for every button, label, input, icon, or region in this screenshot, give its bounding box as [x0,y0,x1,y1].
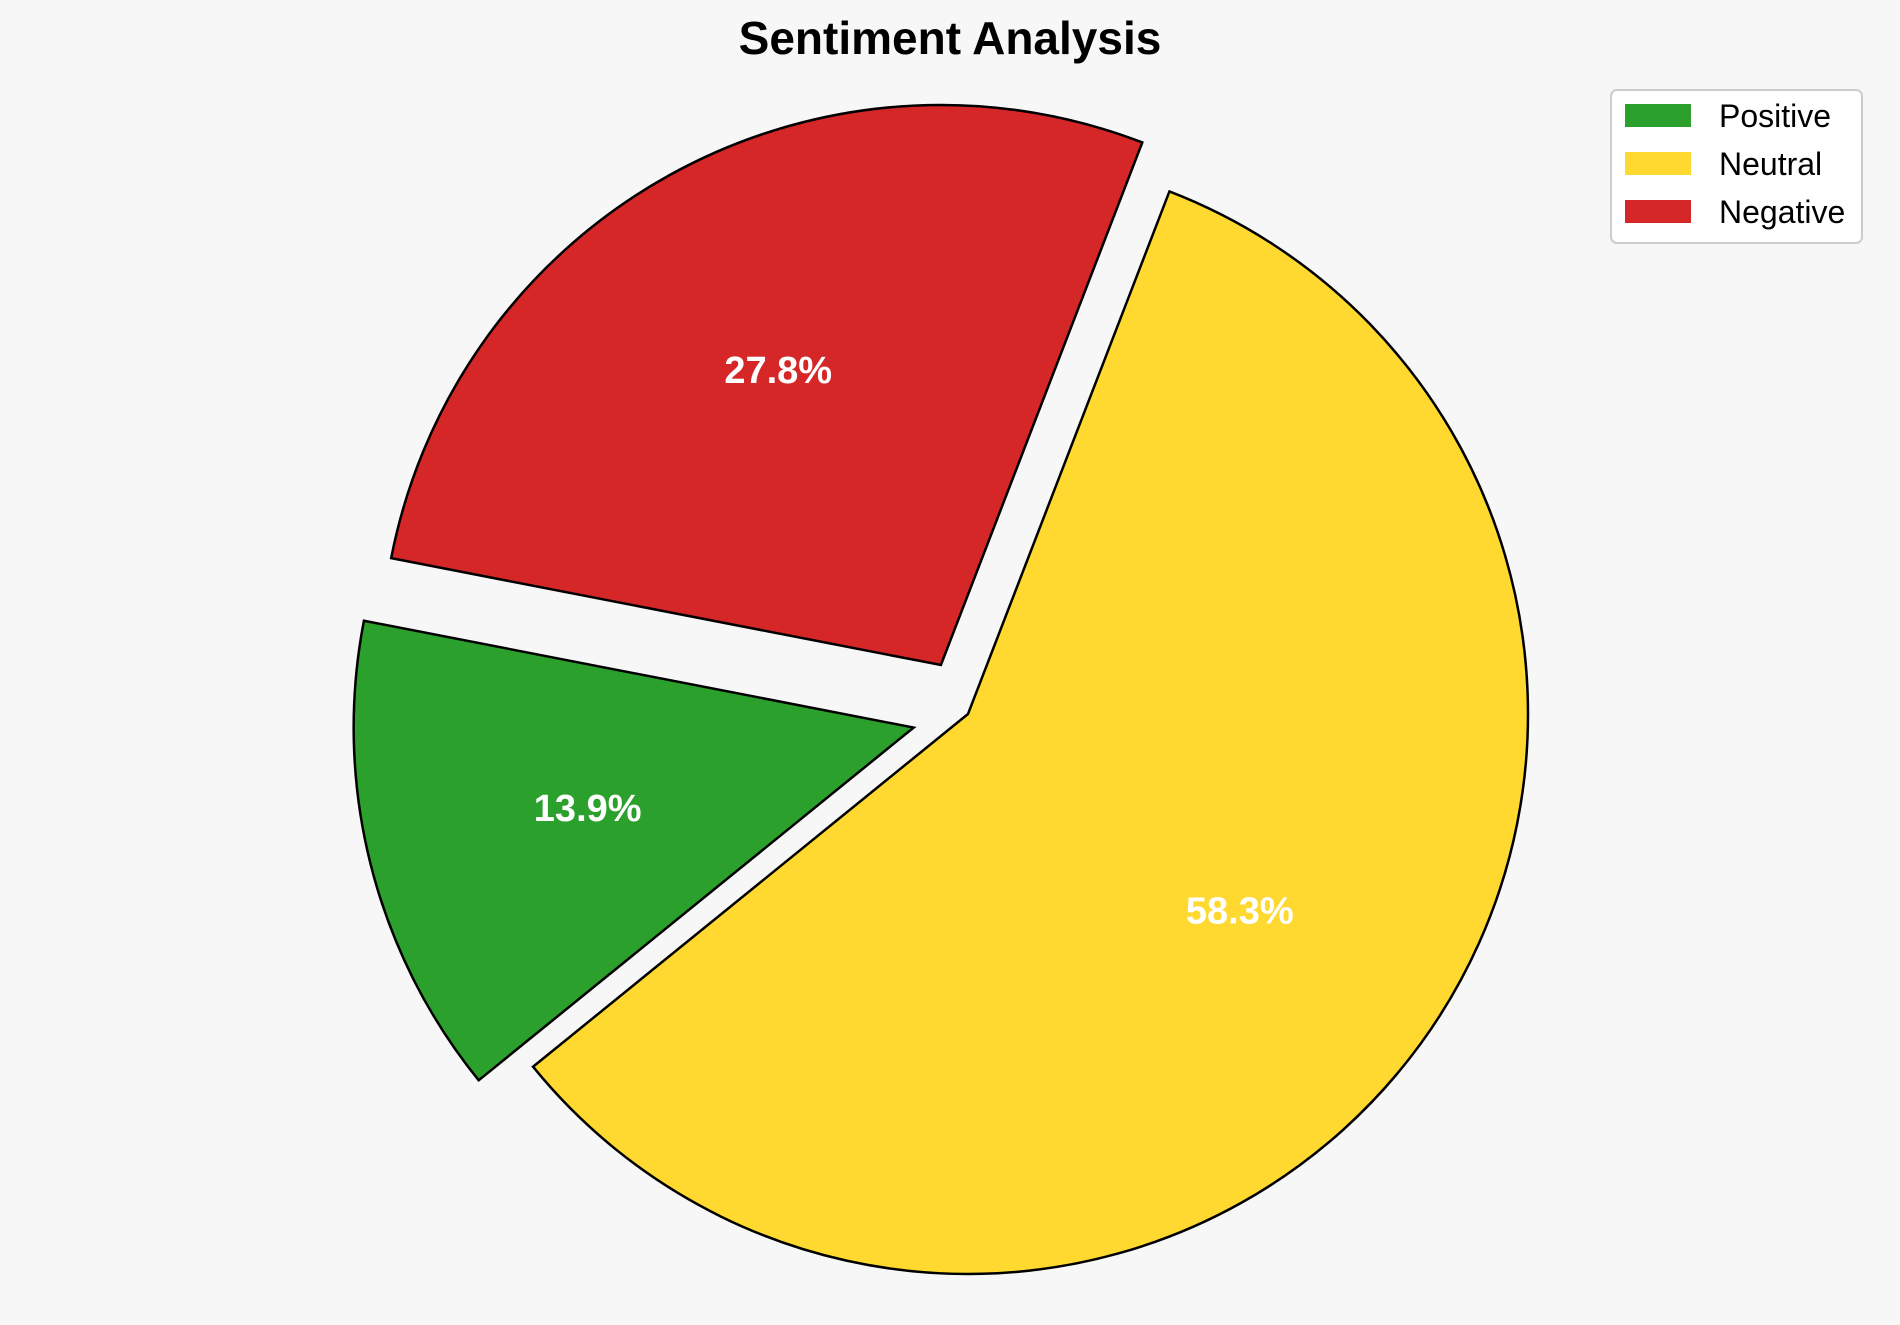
pie-slice-positive [352,619,917,1083]
slice-label-positive: 13.9% [534,788,642,830]
legend: Positive Neutral Negative [1610,89,1863,244]
slice-label-neutral: 58.3% [1186,891,1294,933]
slice-label-negative: 27.8% [724,350,832,392]
legend-label-neutral: Neutral [1719,146,1822,182]
legend-swatch-negative [1625,200,1691,223]
pie-slices [352,103,1530,1276]
legend-swatch-positive [1625,104,1691,127]
pie-slice-neutral [531,189,1530,1276]
chart-title: Sentiment Analysis [739,12,1162,64]
legend-label-positive: Positive [1719,98,1831,134]
pie-slice-labels: 13.9% 58.3% 27.8% [534,350,1294,933]
pie-slice-negative [389,103,1144,667]
legend-label-negative: Negative [1719,194,1845,230]
legend-items: Positive Neutral Negative [1625,98,1845,230]
legend-swatch-neutral [1625,152,1691,175]
